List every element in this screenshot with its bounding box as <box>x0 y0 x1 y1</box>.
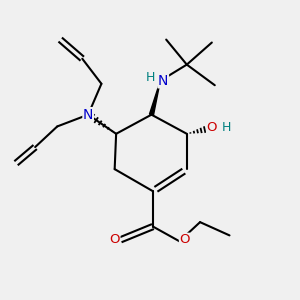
Text: O: O <box>179 233 190 246</box>
Text: N: N <box>158 74 168 88</box>
Polygon shape <box>149 81 160 115</box>
Text: H: H <box>222 122 231 134</box>
Text: N: N <box>83 108 93 122</box>
Text: H: H <box>145 71 155 84</box>
Text: O: O <box>207 122 217 134</box>
Text: O: O <box>110 233 120 246</box>
